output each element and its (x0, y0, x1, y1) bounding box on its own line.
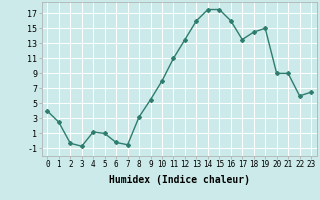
X-axis label: Humidex (Indice chaleur): Humidex (Indice chaleur) (109, 175, 250, 185)
